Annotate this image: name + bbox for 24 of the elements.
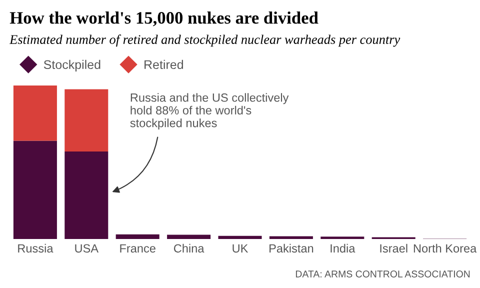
x-tick-label: North Korea — [414, 244, 477, 253]
bar — [167, 234, 211, 240]
bar — [13, 140, 57, 240]
bar — [320, 236, 364, 240]
x-tick-label: France — [120, 244, 156, 253]
bar — [218, 236, 262, 240]
bar — [13, 85, 57, 141]
legend-label: Stockpiled — [44, 60, 100, 72]
legend-label: Retired — [144, 60, 184, 70]
bar — [116, 234, 160, 240]
bar — [269, 236, 313, 240]
x-tick-label: China — [174, 244, 204, 253]
bar — [64, 89, 108, 152]
x-tick-label: Israel — [380, 244, 408, 253]
x-tick-label: UK — [232, 244, 248, 253]
x-tick-label: Russia — [18, 244, 54, 253]
x-tick-label: Pakistan — [270, 244, 314, 253]
bar — [64, 151, 108, 240]
x-tick-label: India — [330, 244, 356, 253]
chart-title: How the world's 15,000 nukes are divided — [10, 12, 318, 26]
annotation: Russia and the US collectively hold 88% of the world's stockpiled nukes — [130, 93, 289, 130]
chart-subtitle: Estimated number of retired and stockpiled nuclear warheads per country — [9, 34, 400, 47]
x-tick-label: USA — [75, 244, 99, 253]
text: DATA: ARMS CONTROL ASSOCIATION — [296, 270, 470, 278]
